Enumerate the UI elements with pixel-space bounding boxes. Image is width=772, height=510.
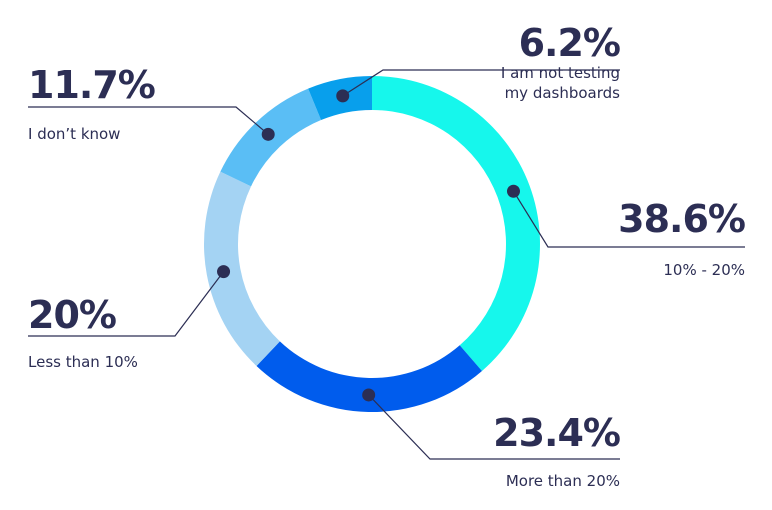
value-label-10-20: 38.6% xyxy=(618,197,745,241)
category-label-more-than-20: More than 20% xyxy=(506,472,620,490)
marker-more-than-20 xyxy=(362,388,376,402)
leader-line-more-than-20 xyxy=(368,394,620,460)
leader-line-i-am-not-testing-my-dashboards xyxy=(342,69,620,97)
slice-labels: 38.6% 10% - 20% 23.4% More than 20% 20% Less … xyxy=(28,21,746,490)
value-label-more-than-20: 23.4% xyxy=(493,411,620,455)
category-label-less-than-10: Less than 10% xyxy=(28,353,138,371)
donut-slices xyxy=(204,76,541,413)
marker-10-20 xyxy=(506,184,520,198)
leader-line-less-than-10 xyxy=(28,271,225,337)
value-label-i-don-t-know: 11.7% xyxy=(28,63,155,107)
category-label-i-don-t-know: I don’t know xyxy=(28,125,120,143)
slice-markers xyxy=(217,89,520,402)
category-label-i-am-not-testing-my-dashboards: I am not testing my dashboards xyxy=(501,64,620,102)
leader-lines xyxy=(28,69,745,460)
leader-line-i-don-t-know xyxy=(28,106,269,135)
slice-10-20 xyxy=(372,76,541,371)
marker-i-am-not-testing-my-dashboards xyxy=(336,89,350,103)
marker-i-don-t-know xyxy=(261,127,275,141)
value-label-less-than-10: 20% xyxy=(28,293,116,337)
value-label-i-am-not-testing-my-dashboards: 6.2% xyxy=(519,21,620,65)
slice-more-than-20 xyxy=(256,341,482,413)
category-label-10-20: 10% - 20% xyxy=(663,261,745,279)
leader-line-10-20 xyxy=(512,190,745,248)
marker-less-than-10 xyxy=(217,265,231,279)
slice-less-than-10 xyxy=(204,171,280,367)
